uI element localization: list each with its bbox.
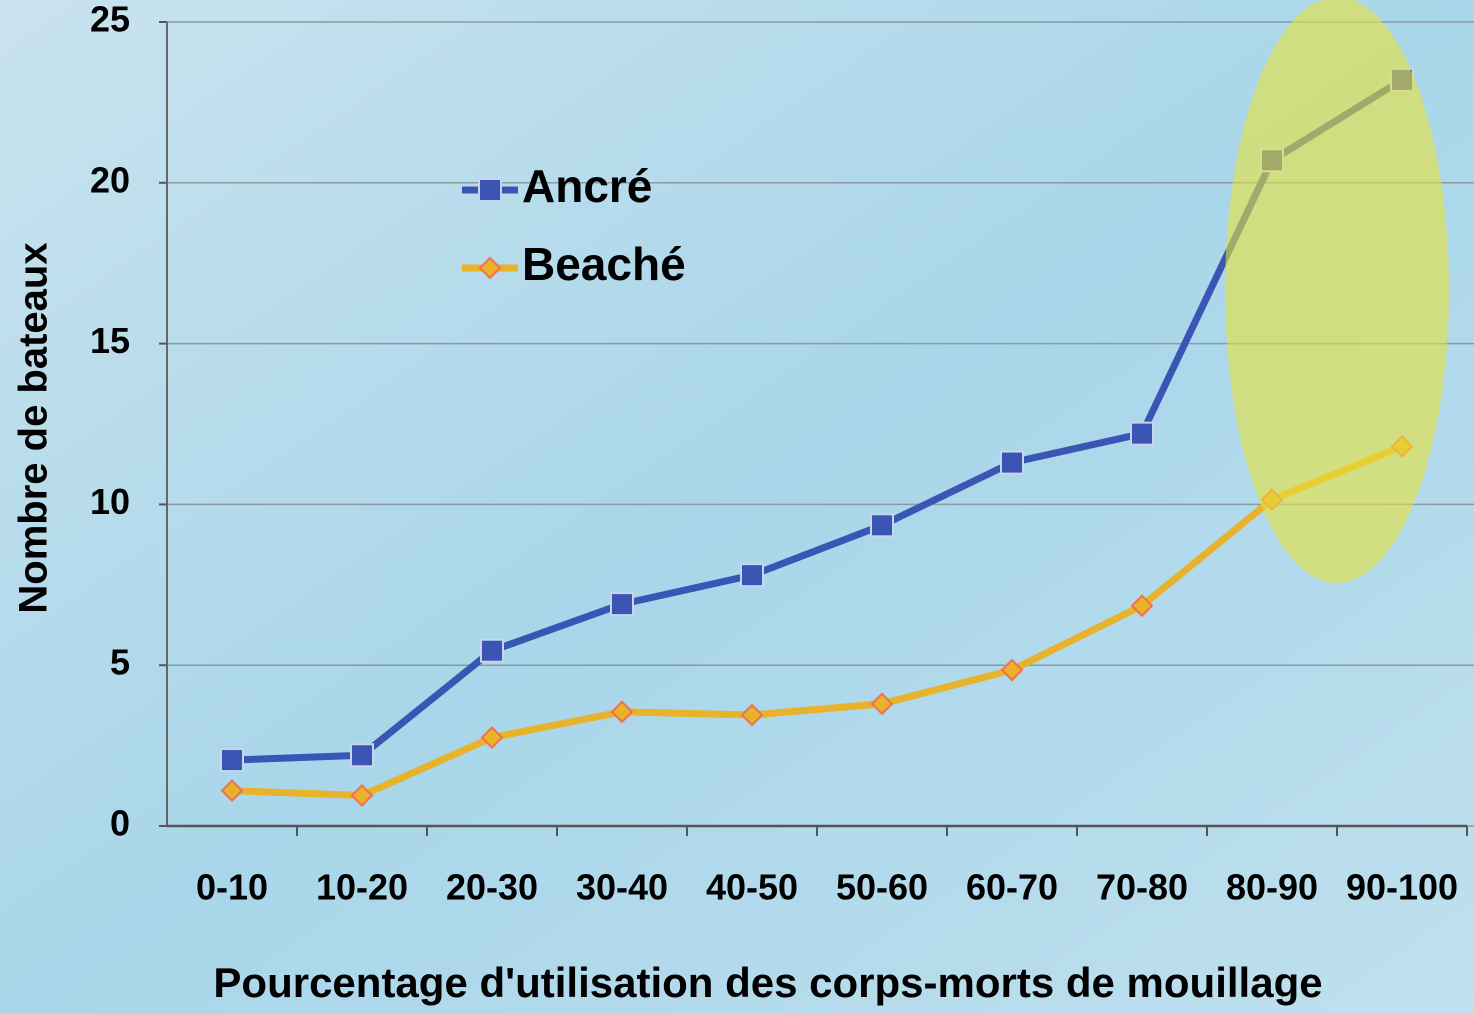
- x-tick-label: 30-40: [576, 867, 668, 908]
- x-tick-label: 70-80: [1096, 867, 1188, 908]
- data-point: [481, 640, 503, 662]
- x-tick-label: 10-20: [316, 867, 408, 908]
- legend-label: Ancré: [522, 160, 652, 212]
- x-tick-label: 80-90: [1226, 867, 1318, 908]
- data-point: [351, 744, 373, 766]
- y-tick-label: 10: [90, 481, 130, 522]
- highlight: [1225, 0, 1449, 583]
- y-tick-label: 5: [110, 642, 130, 683]
- y-tick-label: 25: [90, 0, 130, 40]
- x-tick-label: 50-60: [836, 867, 928, 908]
- data-point: [871, 514, 893, 536]
- x-tick-label: 90-100: [1346, 867, 1458, 908]
- x-tick-label: 0-10: [196, 867, 268, 908]
- x-tick-label: 20-30: [446, 867, 538, 908]
- legend-marker: [479, 179, 501, 201]
- data-point: [1001, 452, 1023, 474]
- y-tick-label: 15: [90, 320, 130, 361]
- data-point: [741, 564, 763, 586]
- y-axis-title: Nombre de bateaux: [12, 242, 56, 613]
- chart: Pourcentage d'utilisation des corps-mort…: [0, 0, 1474, 1014]
- legend-label: Beaché: [522, 238, 686, 290]
- data-point: [1131, 423, 1153, 445]
- y-tick-label: 20: [90, 159, 130, 200]
- y-tick-label: 0: [110, 803, 130, 844]
- x-axis-title: Pourcentage d'utilisation des corps-mort…: [213, 959, 1322, 1006]
- data-point: [221, 749, 243, 771]
- x-tick-label: 60-70: [966, 867, 1058, 908]
- x-tick-label: 40-50: [706, 867, 798, 908]
- data-point: [611, 593, 633, 615]
